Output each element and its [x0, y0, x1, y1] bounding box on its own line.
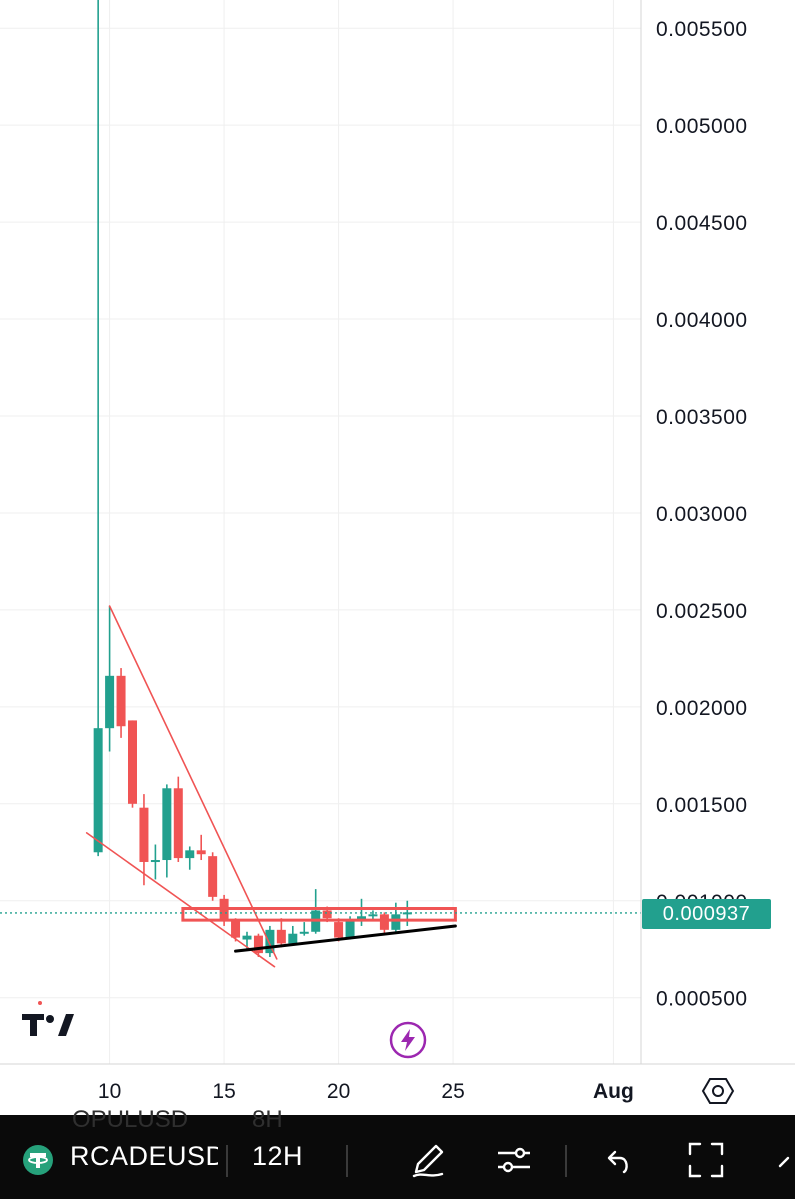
candle-body — [402, 912, 412, 915]
candle-body — [322, 910, 332, 919]
candle-down — [139, 794, 149, 886]
x-tick-label: 25 — [441, 1080, 464, 1103]
candle-body — [173, 788, 183, 859]
candle-up — [162, 784, 172, 878]
candle-body — [391, 914, 401, 930]
undo-icon[interactable] — [596, 1138, 640, 1182]
y-tick-label: 0.001500 — [656, 794, 748, 817]
candle-body — [116, 675, 126, 727]
candle-body — [162, 788, 172, 861]
resistance-box — [181, 907, 457, 922]
candle-body — [368, 914, 378, 917]
y-tick-label: 0.005000 — [656, 115, 748, 138]
candle-down — [253, 933, 263, 957]
candle-up — [402, 900, 412, 926]
x-tick-label: 20 — [327, 1080, 350, 1103]
settings-icon[interactable] — [700, 1073, 736, 1109]
y-tick-label: 0.002000 — [656, 697, 748, 720]
candle-up — [185, 846, 195, 870]
trendline — [85, 832, 276, 968]
drawings-front — [85, 605, 457, 968]
candle-body — [105, 675, 115, 729]
candle-up — [105, 606, 115, 752]
candle-body — [196, 850, 206, 855]
candle-body — [299, 931, 309, 934]
y-tick-label: 0.003000 — [656, 503, 748, 526]
trendline — [108, 605, 278, 960]
last-price-tag: 0.000937 — [642, 899, 771, 929]
fullscreen-icon[interactable] — [684, 1138, 728, 1182]
candles — [93, 0, 412, 957]
candle-body — [276, 929, 286, 944]
y-tick-label: 0.003500 — [656, 406, 748, 429]
y-tick-label: 0.004000 — [656, 309, 748, 332]
candle-down — [208, 852, 218, 901]
candle-body — [379, 914, 389, 930]
flash-icon[interactable] — [388, 1020, 428, 1060]
candle-body — [242, 935, 252, 940]
candle-up — [299, 922, 309, 936]
axes: 0.005500 0.005000 0.004500 0.004000 0.003500… — [0, 0, 795, 1103]
candle-body — [150, 860, 160, 863]
y-tick-label: 0.000500 — [656, 988, 748, 1011]
candle-body — [93, 728, 103, 853]
candle-body — [208, 856, 218, 897]
interval-button[interactable]: 12H — [252, 1141, 304, 1171]
chevron-icon[interactable] — [772, 1138, 795, 1182]
ghost-symbol: OPULUSD — [72, 1106, 189, 1133]
chart-canvas[interactable]: 0.005500 0.005000 0.004500 0.004000 0.003500… — [0, 0, 795, 1115]
candle-body — [334, 922, 344, 938]
candle-body — [345, 920, 355, 938]
candle-body — [288, 933, 298, 944]
x-tick-label: 10 — [98, 1080, 121, 1103]
candle-up — [368, 910, 378, 921]
y-tick-label: 0.002500 — [656, 600, 748, 623]
candle-up — [150, 844, 160, 880]
candle-up — [288, 925, 298, 946]
ghost-interval: 8H — [252, 1106, 283, 1133]
candle-up — [311, 889, 321, 934]
tradingview-logo-icon — [22, 1001, 74, 1036]
candle-down — [276, 918, 286, 948]
candle-down — [334, 918, 344, 942]
candle-body — [185, 850, 195, 859]
candle-down — [231, 918, 241, 942]
x-tick-label: 15 — [212, 1080, 235, 1103]
support-trendline — [234, 924, 457, 953]
candle-body — [253, 935, 263, 954]
candle-down — [196, 834, 206, 861]
candle-body — [357, 916, 366, 921]
grid — [0, 0, 641, 1064]
candle-body — [231, 920, 241, 938]
candle-down — [173, 776, 183, 862]
candle-body — [128, 720, 137, 804]
candle-down — [128, 720, 137, 808]
sliders-icon[interactable] — [492, 1138, 536, 1182]
candle-body — [265, 929, 275, 954]
symbol-button[interactable]: RCADEUSDT — [70, 1141, 218, 1171]
tether-icon[interactable] — [22, 1144, 54, 1176]
x-tick-label: Aug — [593, 1080, 634, 1103]
candle-down — [116, 668, 126, 738]
candle-down — [379, 912, 389, 934]
toolbar-divider — [226, 1145, 228, 1177]
y-tick-label: 0.004500 — [656, 212, 748, 235]
candle-up — [265, 925, 275, 957]
toolbar-divider — [346, 1145, 348, 1177]
candle-up — [93, 0, 103, 857]
pen-icon[interactable] — [406, 1138, 450, 1182]
toolbar-divider — [565, 1145, 567, 1177]
y-tick-label: 0.005500 — [656, 18, 748, 41]
candle-body — [139, 807, 149, 862]
bottom-toolbar: OPULUSD 8H RCADEUSDT 12H — [0, 1106, 795, 1199]
